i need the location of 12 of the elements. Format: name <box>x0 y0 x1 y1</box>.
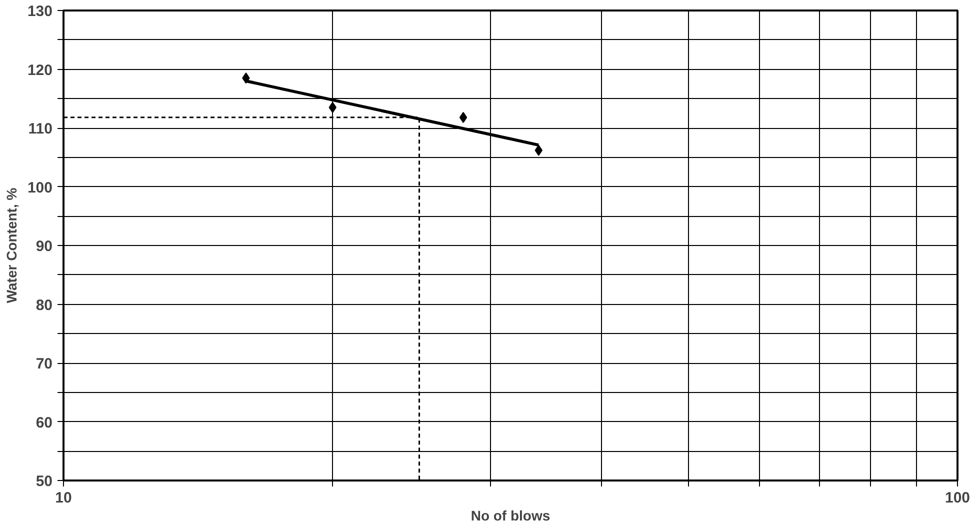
x-axis-title: No of blows <box>470 508 550 524</box>
y-tick-label: 70 <box>36 356 53 372</box>
y-tick-label: 120 <box>27 62 53 79</box>
y-tick-label: 130 <box>27 3 53 20</box>
y-tick-label: 90 <box>36 238 53 255</box>
y-tick-label: 50 <box>36 473 53 490</box>
y-tick-label: 110 <box>28 120 53 138</box>
y-tick-label: 100 <box>27 179 53 196</box>
y-tick-label: 60 <box>36 414 53 432</box>
y-tick-label: 80 <box>36 296 53 314</box>
x-tick-label: 10 <box>55 490 72 506</box>
y-axis-title: Water Content, % <box>3 187 20 304</box>
